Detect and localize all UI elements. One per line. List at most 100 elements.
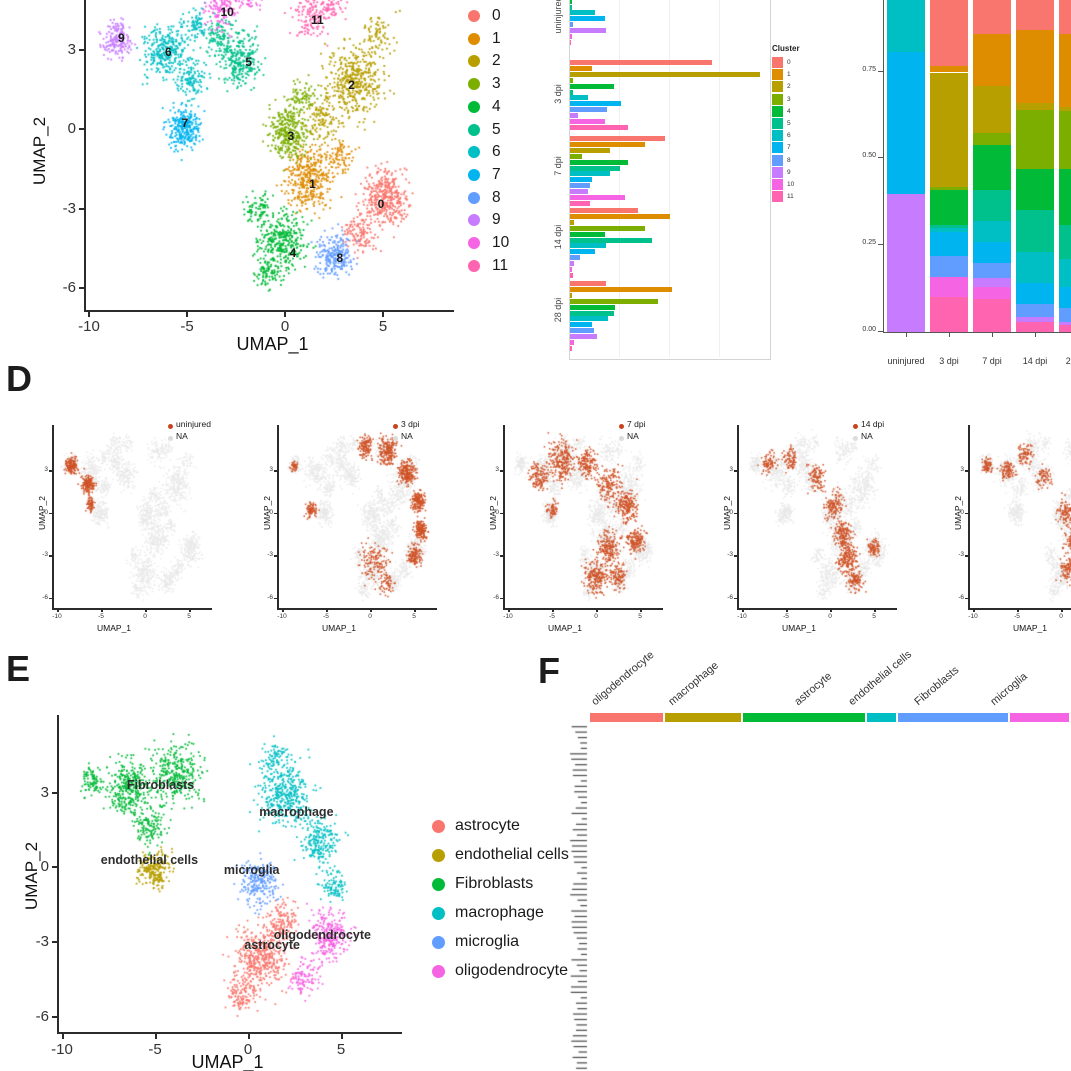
- cluster-count-bar: [570, 34, 572, 40]
- timepoint-umap-x-title: UMAP_1: [97, 623, 132, 633]
- proportion-segment: [1016, 168, 1054, 211]
- y-tick-mark: [79, 128, 84, 130]
- y-tick-label: -3: [267, 551, 273, 559]
- proportion-segment: [973, 299, 1011, 332]
- x-tick-mark: [326, 609, 328, 612]
- x-tick-label: 0: [143, 613, 147, 620]
- y-tick-mark: [500, 512, 503, 515]
- legend-color-dot: [468, 146, 480, 159]
- proportion-segment: [1016, 109, 1054, 169]
- x-tick-label: -5: [549, 613, 555, 620]
- proportion-segment: [887, 193, 925, 332]
- proportion-segment: [930, 0, 968, 66]
- na-legend-dot: [619, 436, 624, 441]
- proportion-segment: [973, 221, 1011, 243]
- na-legend-dot: [168, 436, 173, 441]
- cluster-count-bar: [570, 237, 652, 243]
- x-tick-label: -10: [737, 613, 747, 620]
- timepoint-legend-dot: [853, 424, 858, 429]
- legend-color-swatch: [772, 130, 783, 142]
- cluster-count-bar: [570, 249, 595, 255]
- timepoint-legend-dot: [168, 424, 173, 429]
- x-tick-label: 0: [280, 318, 290, 335]
- bar-group-label: 28 dpi: [553, 297, 563, 323]
- y-tick-mark: [878, 157, 883, 158]
- y-tick-label: 3: [729, 466, 733, 473]
- x-tick-mark: [973, 609, 975, 612]
- y-tick-label: -3: [493, 551, 499, 559]
- cluster-count-bar: [570, 89, 573, 95]
- section-label-d: D: [6, 358, 32, 399]
- x-tick-label: -5: [148, 1041, 162, 1058]
- y-tick-label: 0.25: [862, 239, 876, 246]
- timepoint-legend-label: 7 dpi: [627, 419, 646, 429]
- y-tick-mark: [52, 792, 57, 794]
- gridline: [669, 0, 670, 357]
- cluster-count-bar: [570, 65, 592, 71]
- celltype-umap-y-axis: [57, 715, 59, 1034]
- y-tick-mark: [49, 597, 52, 600]
- cluster-umap-y-axis: [84, 0, 86, 312]
- cluster-count-bar: [570, 165, 620, 171]
- timepoint-umap-y-title: UMAP_2: [262, 496, 272, 531]
- y-tick-label: 3: [495, 466, 499, 473]
- legend-item-label: 0: [787, 59, 791, 66]
- legend-item-label: Fibroblasts: [455, 875, 534, 892]
- x-tick-label: -5: [783, 613, 789, 620]
- x-tick-mark: [189, 609, 191, 612]
- x-tick-label: 0: [1059, 613, 1063, 620]
- timepoint-umap-y-axis: [52, 425, 54, 609]
- celltype-map-label: Fibroblasts: [126, 777, 195, 792]
- proportion-segment: [887, 51, 925, 194]
- proportion-segment: [1059, 224, 1071, 260]
- gridline: [719, 0, 720, 357]
- legend-item-label: macrophage: [455, 904, 544, 921]
- cluster-number-label: 5: [245, 55, 253, 70]
- y-tick-label: 0: [269, 508, 273, 516]
- y-tick-label: 0: [44, 508, 48, 516]
- legend-item-label: oligodendrocyte: [455, 962, 568, 979]
- cluster-count-bar: [570, 22, 573, 28]
- legend-item-label: 3: [492, 75, 501, 93]
- cluster-count-bar: [570, 28, 606, 34]
- y-tick-mark: [734, 470, 737, 472]
- proportion-segment: [1059, 107, 1071, 111]
- legend-color-swatch: [772, 69, 783, 81]
- heatmap-canvas: [566, 724, 1071, 1071]
- legend-item-label: 7: [492, 165, 501, 183]
- cluster-count-bar: [570, 159, 628, 165]
- cluster-count-bar: [570, 225, 645, 231]
- cluster-count-bar: [570, 267, 572, 273]
- y-tick-label: -6: [267, 593, 273, 601]
- proportion-segment: [973, 145, 1011, 191]
- legend-item-label: 6: [787, 132, 791, 140]
- legend-item-label: astrocyte: [455, 817, 520, 834]
- y-tick-mark: [52, 1016, 57, 1018]
- celltype-map-label: endothelial cells: [100, 852, 199, 867]
- cluster-count-bar: [570, 298, 658, 304]
- bar-group-label: uninjured: [553, 0, 563, 34]
- timepoint-umap-canvas: [969, 421, 1071, 608]
- proportion-segment: [1059, 34, 1071, 108]
- heatmap-group-label: macrophage: [666, 659, 721, 708]
- y-tick-mark: [734, 555, 737, 557]
- legend-color-swatch: [772, 191, 783, 203]
- proportion-segment: [930, 255, 968, 277]
- x-tick-mark: [1035, 333, 1036, 337]
- proportion-segment: [930, 65, 968, 73]
- x-tick-mark: [874, 609, 876, 612]
- x-tick-label: -5: [1014, 613, 1020, 620]
- cluster-count-bar: [570, 322, 592, 328]
- heatmap-group-label: Fibroblasts: [912, 664, 962, 708]
- x-tick-mark: [88, 312, 90, 317]
- cluster-count-bar: [570, 281, 606, 287]
- proportion-segment: [1016, 317, 1054, 322]
- y-tick-mark: [49, 512, 52, 515]
- legend-color-dot: [432, 849, 445, 862]
- legend-color-dot: [432, 907, 445, 920]
- proportion-segment: [1059, 307, 1071, 322]
- celltype-umap-x-title: UMAP_1: [191, 1052, 264, 1071]
- x-tick-mark: [552, 609, 554, 612]
- cluster-count-bar: [570, 200, 590, 206]
- celltype-map-label: microglia: [223, 862, 280, 877]
